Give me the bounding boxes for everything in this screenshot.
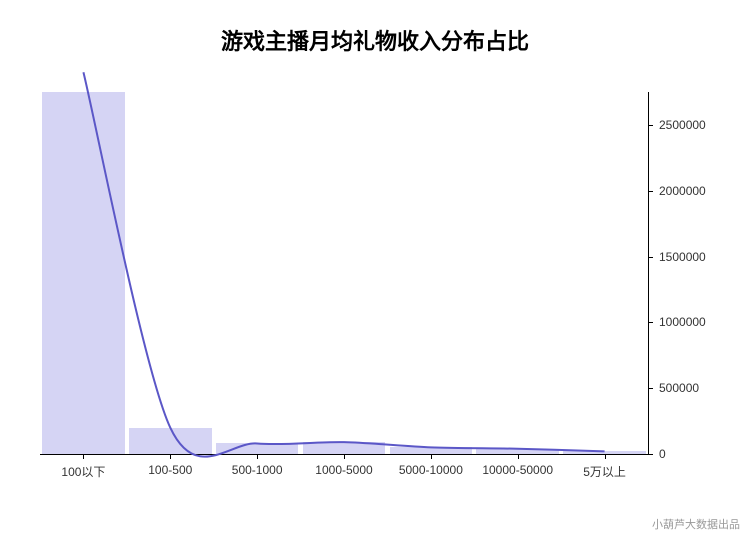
x-tick-label: 100-500 <box>148 463 192 477</box>
credit-text: 小葫芦大数据出品 <box>652 516 740 532</box>
x-tick <box>170 454 171 459</box>
x-tick-label: 5万以上 <box>583 463 626 480</box>
y-tick <box>648 191 653 192</box>
trend-line <box>83 72 604 456</box>
y-tick <box>648 454 653 455</box>
x-tick <box>518 454 519 459</box>
x-tick-label: 500-1000 <box>232 463 283 477</box>
y-tick-label: 1500000 <box>659 250 706 264</box>
chart-title: 游戏主播月均礼物收入分布占比 <box>0 0 750 56</box>
y-tick-label: 500000 <box>659 381 699 395</box>
y-tick <box>648 322 653 323</box>
y-tick <box>648 125 653 126</box>
chart-container: 游戏主播月均礼物收入分布占比 0500000100000015000002000… <box>0 0 750 540</box>
x-tick-label: 5000-10000 <box>399 463 463 477</box>
x-tick <box>344 454 345 459</box>
y-tick <box>648 388 653 389</box>
line-overlay <box>40 92 648 454</box>
x-tick <box>257 454 258 459</box>
x-tick-label: 100以下 <box>61 463 105 480</box>
x-tick <box>605 454 606 459</box>
y-axis <box>648 92 649 454</box>
plot-area: 05000001000000150000020000002500000100以下… <box>40 92 648 454</box>
y-tick <box>648 257 653 258</box>
x-tick-label: 10000-50000 <box>482 463 553 477</box>
y-tick-label: 0 <box>659 447 666 461</box>
x-tick <box>83 454 84 459</box>
y-tick-label: 2000000 <box>659 184 706 198</box>
x-tick <box>431 454 432 459</box>
x-tick-label: 1000-5000 <box>315 463 372 477</box>
y-tick-label: 1000000 <box>659 315 706 329</box>
y-tick-label: 2500000 <box>659 118 706 132</box>
